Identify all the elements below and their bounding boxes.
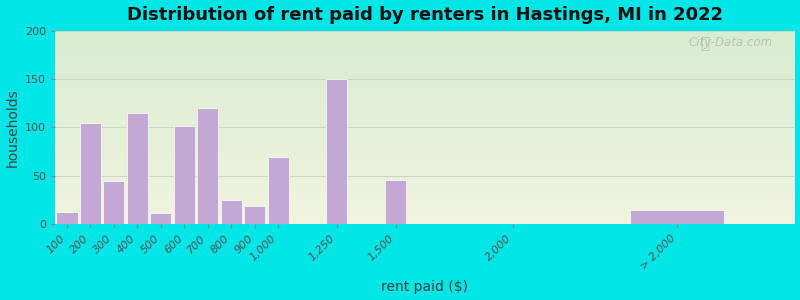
Bar <box>80 123 101 224</box>
Bar <box>244 206 266 224</box>
Text: ⦿: ⦿ <box>700 37 710 52</box>
Bar <box>385 180 406 224</box>
Bar <box>127 113 148 224</box>
Bar <box>630 210 724 224</box>
Bar <box>326 79 347 224</box>
Y-axis label: households: households <box>6 88 19 167</box>
Bar <box>221 200 242 224</box>
Bar <box>268 157 289 224</box>
Bar <box>57 212 78 224</box>
Bar <box>198 108 218 224</box>
Text: City-Data.com: City-Data.com <box>688 37 772 50</box>
Title: Distribution of rent paid by renters in Hastings, MI in 2022: Distribution of rent paid by renters in … <box>126 6 723 24</box>
Bar <box>174 125 195 224</box>
Bar <box>150 213 171 224</box>
Bar <box>103 181 125 224</box>
X-axis label: rent paid ($): rent paid ($) <box>382 280 468 294</box>
